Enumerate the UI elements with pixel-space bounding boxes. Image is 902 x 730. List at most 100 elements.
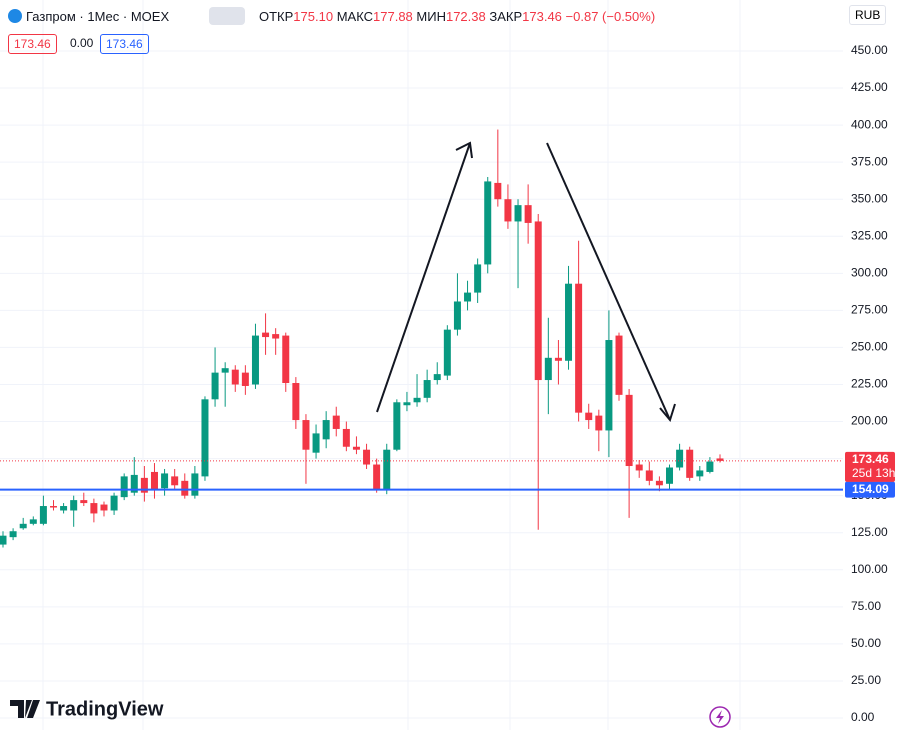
y-tick-label: 300.00 [851, 265, 888, 279]
arrows [376, 141, 676, 423]
bid[interactable]: 173.46 [8, 34, 57, 54]
candle-body [100, 504, 108, 511]
candle-body [474, 264, 482, 293]
candle-body [413, 397, 421, 403]
level-label: 154.09 [852, 482, 889, 496]
candle-body [302, 420, 310, 450]
candle-body [282, 335, 290, 384]
y-tick-label: 100.00 [851, 562, 888, 576]
price-axis: 0.0025.0050.0075.00100.00125.00150.00175… [845, 43, 895, 724]
label: ЗАКР [489, 9, 523, 24]
candle-body [625, 394, 633, 467]
arrow-up [376, 142, 471, 413]
brand: TradingView [46, 698, 164, 720]
candle-body [484, 181, 492, 265]
candle-body [221, 368, 229, 373]
last-price-tag [845, 451, 895, 482]
candle-body [433, 374, 441, 381]
y-tick-label: 425.00 [851, 80, 888, 94]
arrow-head [455, 141, 473, 159]
candle-body [383, 449, 391, 490]
y-tick-label: 350.00 [851, 191, 888, 205]
candle-body [666, 467, 674, 484]
candle-body [363, 449, 371, 465]
y-tick-label: 225.00 [851, 377, 888, 391]
logo-icon [10, 700, 40, 718]
y-tick-label: 125.00 [851, 525, 888, 539]
candle-body [464, 292, 472, 302]
candle-body [251, 335, 259, 385]
y-tick-label: 250.00 [851, 340, 888, 354]
vertical-grid [42, 0, 741, 730]
candle-body [595, 415, 603, 431]
candle-body [120, 476, 128, 498]
candle-body [403, 402, 411, 406]
candle-body [655, 480, 663, 486]
candle-body [241, 372, 249, 386]
candle-body [332, 415, 340, 429]
candle-body [494, 182, 502, 200]
y-tick-label: 200.00 [851, 414, 888, 428]
plot [0, 50, 843, 719]
label: ОТКР [259, 9, 294, 24]
candle-body [231, 369, 239, 385]
ohlc: ОТКР175.10 МАКС177.88 МИН172.38 ЗАКР173.… [259, 9, 655, 24]
candle-body [322, 420, 330, 440]
candle-body [423, 380, 431, 398]
candle-body [60, 506, 68, 511]
label: МАКС [336, 9, 374, 24]
candle-body [130, 474, 138, 493]
y-tick-label: 275.00 [851, 303, 888, 317]
y-tick-label: 400.00 [851, 117, 888, 131]
value: 173.46 [522, 9, 562, 24]
candle-body [292, 383, 300, 421]
candle-body [171, 476, 179, 486]
logo: TradingView [10, 698, 164, 720]
candle-body [110, 495, 118, 511]
candle-body [676, 449, 684, 468]
candle-body [615, 335, 623, 395]
value: 175.10 [293, 9, 334, 24]
ask[interactable]: 173.46 [100, 34, 149, 54]
candle-body [39, 506, 47, 524]
candle-body [29, 519, 37, 524]
y-tick-label: 25.00 [851, 673, 881, 687]
candle-body [0, 535, 7, 545]
candle-body [201, 399, 209, 477]
candle-body [605, 340, 613, 431]
candle-body [312, 433, 320, 453]
last-price-label: 173.46 [852, 452, 889, 466]
y-tick-label: 0.00 [851, 710, 875, 724]
candle-body [181, 480, 189, 496]
candle-body [716, 458, 724, 461]
value: 172.38 [445, 9, 486, 24]
candle-body [191, 473, 199, 496]
level-tag [845, 481, 895, 498]
symbol-text: Газпром · 1Мес · MOEX [26, 9, 170, 24]
candle-body [211, 372, 219, 400]
y-tick-label: 375.00 [851, 154, 888, 168]
candle-body [524, 205, 532, 223]
candle-body [585, 412, 593, 421]
candle-body [696, 470, 704, 477]
change: −0.87 (−0.50%) [565, 9, 656, 24]
arrow-down [546, 142, 671, 421]
currency-button[interactable]: RUB [849, 5, 887, 25]
candle-body [504, 199, 512, 222]
lightning-button[interactable] [709, 706, 731, 728]
candle-body [686, 449, 694, 478]
countdown: 25d 13h [852, 466, 895, 480]
candle-body [272, 334, 280, 339]
candle-body [575, 283, 583, 413]
symbol: Газпром · 1Мес · MOEX [8, 9, 169, 24]
value: 177.88 [373, 9, 413, 24]
candle-body [373, 464, 381, 490]
arrow-head [659, 403, 676, 423]
candle-body [90, 503, 98, 514]
candle-body [262, 332, 270, 338]
candle-body [342, 428, 350, 447]
toggle[interactable] [209, 7, 245, 25]
candle-body [49, 506, 57, 508]
candle-body [443, 329, 451, 376]
spread: 0.00 [70, 36, 94, 50]
